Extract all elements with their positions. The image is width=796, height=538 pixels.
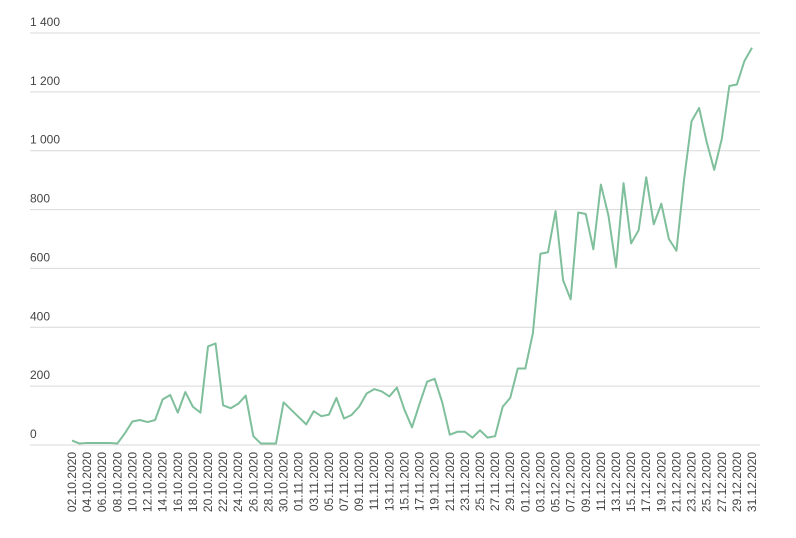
x-tick-label: 29.11.2020 [503, 452, 517, 511]
y-tick-label: 800 [30, 192, 50, 206]
x-tick-label: 27.11.2020 [488, 452, 502, 511]
x-tick-label: 29.12.2020 [730, 452, 744, 512]
x-tick-label: 09.12.2020 [579, 452, 593, 512]
x-tick-label: 05.11.2020 [322, 452, 336, 511]
x-tick-label: 07.12.2020 [564, 452, 578, 512]
y-tick-label: 1 400 [30, 15, 60, 29]
x-tick-label: 23.11.2020 [458, 452, 472, 511]
x-tick-label: 03.12.2020 [533, 452, 547, 512]
x-tick-label: 31.12.2020 [745, 452, 759, 512]
x-tick-label: 15.12.2020 [624, 452, 638, 512]
x-tick-label: 06.10.2020 [95, 452, 109, 512]
x-tick-label: 25.12.2020 [700, 452, 714, 512]
x-tick-label: 19.12.2020 [654, 452, 668, 512]
x-tick-label: 09.11.2020 [352, 452, 366, 511]
x-tick-label: 19.11.2020 [428, 452, 442, 511]
x-tick-label: 17.11.2020 [413, 452, 427, 511]
x-tick-label: 11.12.2020 [594, 452, 608, 511]
y-tick-label: 1 000 [30, 133, 60, 147]
x-tick-label: 20.10.2020 [201, 452, 215, 512]
y-tick-label: 1 200 [30, 74, 60, 88]
x-tick-label: 07.11.2020 [337, 452, 351, 511]
x-tick-label: 17.12.2020 [639, 452, 653, 512]
x-tick-label: 01.12.2020 [518, 452, 532, 512]
y-tick-label: 200 [30, 368, 50, 382]
x-tick-label: 04.10.2020 [80, 452, 94, 512]
x-tick-label: 18.10.2020 [186, 452, 200, 512]
x-tick-label: 05.12.2020 [549, 452, 563, 512]
y-tick-label: 400 [30, 309, 50, 323]
x-tick-label: 26.10.2020 [246, 452, 260, 512]
x-tick-label: 15.11.2020 [397, 452, 411, 511]
x-tick-label: 03.11.2020 [307, 452, 321, 511]
x-tick-label: 24.10.2020 [231, 452, 245, 512]
y-tick-label: 600 [30, 250, 50, 264]
x-tick-label: 27.12.2020 [715, 452, 729, 512]
x-tick-label: 14.10.2020 [156, 452, 170, 512]
line [71, 47, 753, 445]
x-tick-label: 21.11.2020 [443, 452, 457, 511]
x-tick-label: 10.10.2020 [125, 452, 139, 512]
x-tick-label: 13.12.2020 [609, 452, 623, 512]
x-tick-label: 21.12.2020 [669, 452, 683, 512]
x-tick-label: 28.10.2020 [261, 452, 275, 512]
x-tick-label: 13.11.2020 [382, 452, 396, 511]
x-tick-label: 01.11.2020 [292, 452, 306, 511]
x-tick-label: 02.10.2020 [65, 452, 79, 512]
x-tick-label: 22.10.2020 [216, 452, 230, 512]
x-tick-label: 11.11.2020 [367, 452, 381, 511]
x-tick-label: 25.11.2020 [473, 452, 487, 511]
y-tick-label: 0 [30, 427, 37, 441]
x-tick-label: 12.10.2020 [141, 452, 155, 512]
x-tick-label: 30.10.2020 [277, 452, 291, 512]
x-tick-label: 08.10.2020 [110, 452, 124, 512]
x-tick-label: 16.10.2020 [171, 452, 185, 512]
x-tick-label: 23.12.2020 [685, 452, 699, 512]
